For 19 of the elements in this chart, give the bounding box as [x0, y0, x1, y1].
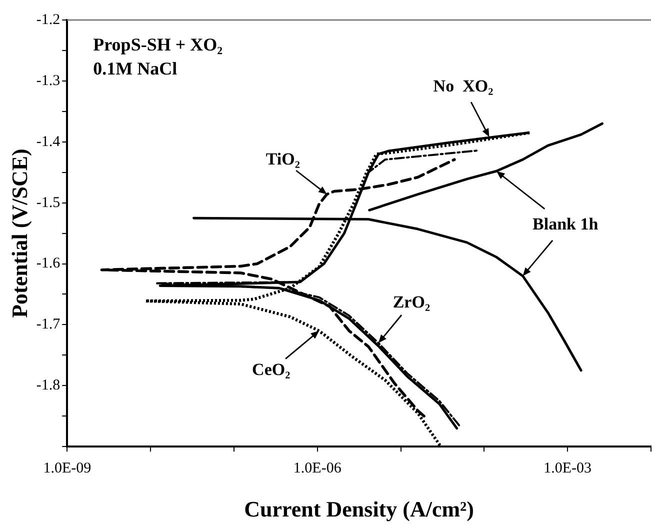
y-tick-label: -1.2 — [36, 12, 60, 28]
annotation: ZrO₂ — [392, 292, 430, 312]
annotation: CeO₂ — [252, 360, 290, 380]
y-tick-label: -1.5 — [36, 194, 60, 211]
x-tick-label: 1.0E-09 — [43, 460, 92, 477]
annotation: Blank 1h — [532, 214, 599, 234]
text: 0.1M NaCl — [93, 58, 178, 79]
text: PropS-SH + XO₂ — [93, 34, 222, 55]
x-tick-label: 1.0E-03 — [544, 460, 592, 477]
y-tick-label: -1.7 — [36, 316, 61, 333]
y-tick-label: -1.3 — [36, 72, 60, 89]
y-axis-title: Potential (V/SCE) — [6, 148, 32, 318]
annotation: No XO₂ — [433, 76, 494, 96]
y-tick-label: -1.6 — [36, 256, 61, 272]
y-tick-label: -1.8 — [36, 378, 60, 394]
x-tick-label: 1.0E-06 — [293, 460, 342, 477]
y-tick-label: -1.4 — [36, 134, 61, 150]
x-axis-title: Current Density (A/cm²) — [244, 496, 474, 522]
annotation: TiO₂ — [266, 150, 300, 169]
